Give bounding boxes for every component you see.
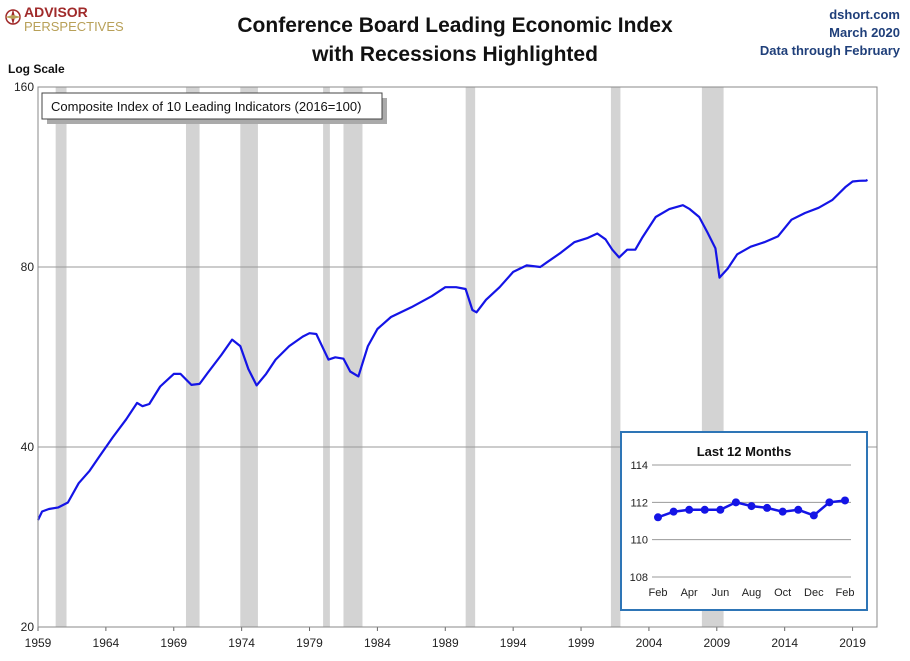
x-tick-label: 2004 <box>636 636 663 650</box>
inset-point <box>654 513 662 522</box>
x-tick-label: 1974 <box>228 636 255 650</box>
inset-x-tick-label: Dec <box>804 587 824 599</box>
inset-points <box>654 496 849 522</box>
lei-series-line <box>37 178 868 521</box>
inset-x-tick-labels: Feb Apr Jun Aug Oct Dec Feb <box>649 587 855 599</box>
x-tick-label: 1999 <box>568 636 595 650</box>
x-tick-label: 1964 <box>93 636 120 650</box>
recession-band <box>343 87 363 627</box>
inset-title: Last 12 Months <box>697 444 792 459</box>
y-tick-label: 160 <box>14 80 34 94</box>
source-site: dshort.com <box>829 7 900 22</box>
x-tick-labels: 1959 1964 1969 1974 1979 1984 1989 1994 1999 2004… <box>25 627 866 650</box>
inset-point <box>716 505 725 514</box>
inset-x-tick-label: Aug <box>742 587 762 599</box>
inset-point <box>794 505 803 514</box>
inset-y-tick-label: 108 <box>630 572 648 584</box>
plot-frame <box>37 86 878 628</box>
y-axis-label: Log Scale <box>8 62 65 76</box>
inset-x-tick-label: Jun <box>711 587 729 599</box>
x-tick-label: 1969 <box>160 636 187 650</box>
inset-point <box>731 498 740 507</box>
recession-band <box>465 87 476 627</box>
inset-chart: Last 12 Months 108 110 112 114 Feb Apr Jun Aug… <box>620 431 868 611</box>
inset-y-tick-label: 114 <box>630 460 648 472</box>
x-tick-label: 2014 <box>771 636 798 650</box>
x-tick-label: 1989 <box>432 636 459 650</box>
x-tick-label: 2009 <box>703 636 730 650</box>
inset-point <box>685 505 694 514</box>
inset-y-tick-labels: 108 110 112 114 <box>630 460 648 584</box>
x-tick-label: 1984 <box>364 636 391 650</box>
inset-point <box>700 505 709 514</box>
inset-point <box>747 502 756 511</box>
source-note: Data through February <box>760 43 901 58</box>
y-tick-label: 80 <box>21 260 35 274</box>
inset-frame <box>620 431 868 611</box>
recession-band <box>185 87 200 627</box>
inset-point <box>809 511 818 520</box>
chart-subtitle: with Recessions Highlighted <box>311 43 598 66</box>
inset-y-tick-label: 112 <box>630 497 648 509</box>
x-tick-label: 1959 <box>25 636 52 650</box>
y-tick-label: 20 <box>21 620 35 634</box>
source-date: March 2020 <box>829 25 900 40</box>
inset-x-tick-label: Apr <box>681 587 698 599</box>
inset-x-tick-label: Oct <box>774 587 791 599</box>
x-tick-label: 1979 <box>296 636 323 650</box>
y-tick-label: 40 <box>21 440 35 454</box>
inset-gridlines <box>652 464 851 578</box>
x-tick-label: 1994 <box>500 636 527 650</box>
recession-band <box>55 87 67 627</box>
recession-band <box>240 87 258 627</box>
inset-y-tick-label: 110 <box>630 535 648 547</box>
y-tick-labels: 20 40 80 160 <box>14 80 34 634</box>
inset-point <box>778 507 787 516</box>
inset-x-tick-label: Feb <box>649 587 668 599</box>
legend: Composite Index of 10 Leading Indicators… <box>41 92 387 124</box>
recession-band <box>610 87 621 627</box>
chart-title: Conference Board Leading Economic Index <box>237 14 673 37</box>
inset-point <box>669 507 678 516</box>
inset-x-tick-label: Feb <box>836 587 855 599</box>
x-tick-label: 2019 <box>839 636 866 650</box>
legend-label: Composite Index of 10 Leading Indicators… <box>51 99 361 114</box>
inset-point <box>763 503 772 512</box>
legend-box <box>41 92 383 120</box>
brand-logo: ADVISOR PERSPECTIVES <box>5 4 124 34</box>
brand-line2: PERSPECTIVES <box>24 19 124 34</box>
inset-point <box>825 498 834 507</box>
compass-icon <box>5 9 21 25</box>
brand-line1: ADVISOR <box>24 4 88 20</box>
inset-point <box>841 496 849 505</box>
